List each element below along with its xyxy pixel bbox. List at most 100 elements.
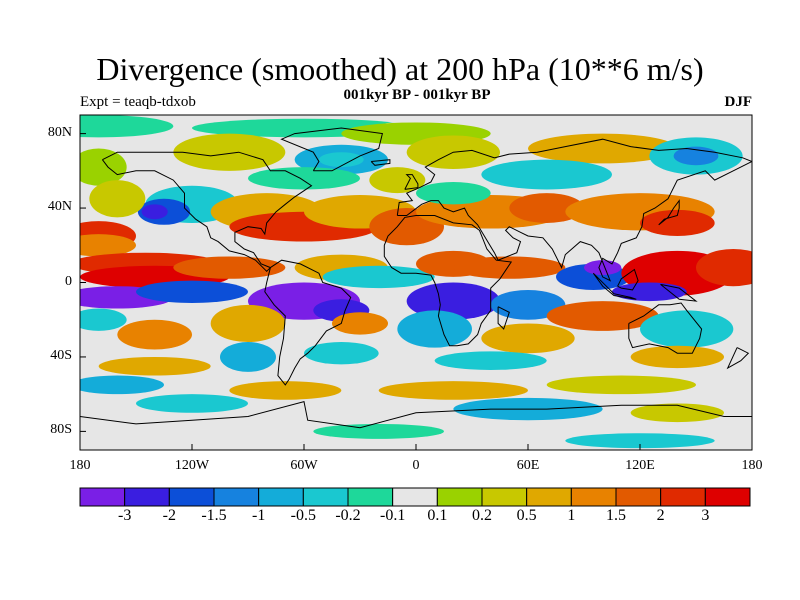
colorbar-swatch <box>347 487 394 507</box>
coastline <box>264 259 352 386</box>
colorbar-swatch <box>392 487 438 507</box>
experiment-label: Expt = teaqb-tdxob <box>80 94 196 110</box>
coastline <box>383 215 513 347</box>
lon-tick-label: 60W <box>290 458 318 473</box>
contour-region <box>369 167 426 194</box>
contour-region <box>80 234 136 257</box>
contour-region <box>546 301 659 331</box>
contour-region <box>304 342 379 365</box>
season-label: DJF <box>724 94 753 110</box>
contour-region <box>220 342 276 372</box>
contour-region <box>546 375 696 395</box>
colorbar-level-label: -1 <box>251 507 266 524</box>
colorbar-level-label: -3 <box>117 507 132 524</box>
coastline <box>80 400 752 429</box>
coastline <box>102 151 313 273</box>
lon-tick-label: 60E <box>516 458 540 473</box>
colorbar-level-label: 0.5 <box>516 507 537 524</box>
contour-region <box>630 345 724 369</box>
colorbar-swatch <box>436 487 483 507</box>
colorbar <box>79 487 751 507</box>
colorbar-swatch <box>615 487 662 507</box>
coastline <box>404 174 419 190</box>
colorbar-level-label: 0.2 <box>472 507 492 524</box>
coastline <box>280 127 384 172</box>
colorbar-level-label: -2 <box>162 507 176 524</box>
contour-region <box>248 167 360 190</box>
lat-tick-label: 80S <box>50 422 72 438</box>
contour-region <box>416 182 491 205</box>
coastline <box>370 159 391 166</box>
lon-tick-label: 0 <box>412 458 420 473</box>
lat-tick-label: 0 <box>65 273 72 289</box>
contour-region <box>378 381 528 400</box>
lat-tick-label: 40S <box>50 347 72 363</box>
contour-region <box>397 310 472 348</box>
contour-region <box>612 282 687 302</box>
coastline <box>592 272 637 300</box>
colorbar-swatch <box>124 487 170 507</box>
coastline <box>726 347 750 370</box>
contour-region <box>509 193 584 223</box>
map-field <box>80 115 752 450</box>
contour-region <box>630 403 724 423</box>
coastline <box>660 283 698 302</box>
colorbar-level-label: 2 <box>656 507 665 524</box>
lat-tick-label: 40N <box>47 199 72 215</box>
colorbar-level-label: -0.2 <box>335 507 361 524</box>
colorbar-level-label: 1.5 <box>606 507 626 524</box>
colorbar-level-label: 1 <box>567 507 576 524</box>
colorbar-swatch <box>213 487 260 507</box>
contour-region <box>481 159 612 190</box>
coastline <box>396 138 752 282</box>
colorbar-level-label: -0.1 <box>379 507 406 524</box>
contour-region <box>173 133 286 171</box>
colorbar-swatch <box>481 487 528 507</box>
contour-region <box>80 375 164 395</box>
contour-region <box>210 304 286 343</box>
coastline <box>658 199 680 226</box>
lon-tick-label: 120E <box>625 458 655 473</box>
contour-region <box>141 204 168 220</box>
lat-tick-label: 80N <box>47 124 72 140</box>
colorbar-swatch <box>704 487 751 507</box>
contour-region <box>98 356 211 376</box>
contour-region <box>322 265 435 289</box>
contour-region <box>565 433 715 449</box>
colorbar-level-label: 3 <box>701 507 710 524</box>
contour-region <box>318 152 364 168</box>
contour-region <box>80 148 127 186</box>
colorbar-level-label: 0.1 <box>427 507 448 524</box>
colorbar-level-label: -0.5 <box>290 507 316 524</box>
contour-region <box>80 308 127 331</box>
contour-region <box>136 280 248 303</box>
contour-region <box>136 394 248 413</box>
lon-tick-label: 180 <box>741 458 763 473</box>
coastlines <box>80 127 752 429</box>
chart-title: Divergence (smoothed) at 200 hPa (10**6 … <box>96 51 704 87</box>
coastline <box>628 302 703 354</box>
contour-region <box>117 319 192 350</box>
contour-region <box>640 310 734 348</box>
colorbar-swatch <box>660 487 706 507</box>
contour-region <box>696 249 752 287</box>
colorbar-swatch <box>168 487 215 507</box>
contour-region <box>434 351 547 370</box>
colorbar-swatch <box>302 487 349 507</box>
contour-region <box>229 381 342 400</box>
contour-region <box>89 180 146 218</box>
colorbar-swatch <box>79 487 126 507</box>
colorbar-swatch <box>258 487 304 507</box>
coastline <box>497 306 510 330</box>
axis-ticks <box>79 133 753 450</box>
coastline <box>617 268 639 291</box>
contour-region <box>481 323 575 354</box>
contour-region <box>406 282 501 320</box>
colorbar-swatch <box>526 487 572 507</box>
colorbar-swatch <box>570 487 617 507</box>
contour-region <box>80 115 174 138</box>
contour-region <box>528 133 678 164</box>
contour-region <box>640 209 715 236</box>
contour-region <box>313 423 444 439</box>
